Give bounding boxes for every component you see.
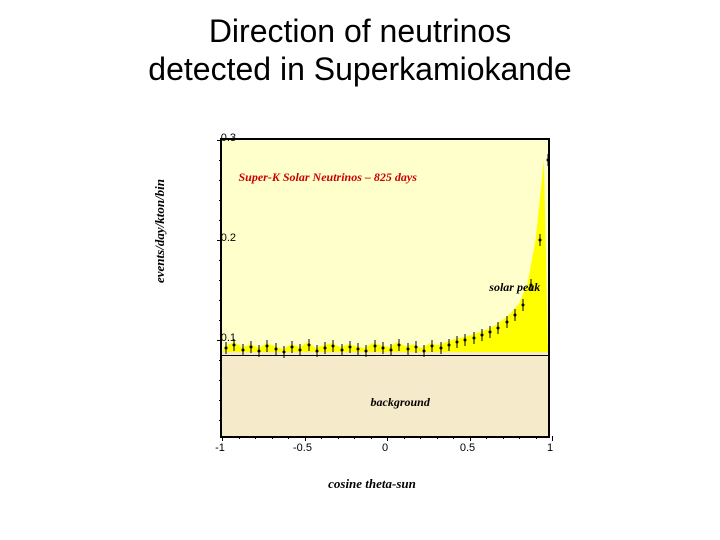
data-point xyxy=(324,347,327,350)
data-point xyxy=(406,348,409,351)
data-point xyxy=(513,314,516,317)
data-point xyxy=(266,345,269,348)
x-axis-label: cosine theta-sun xyxy=(328,476,416,492)
data-point xyxy=(291,346,294,349)
background-label: background xyxy=(371,395,430,410)
data-point xyxy=(447,344,450,347)
y-tick-label: 0.3 xyxy=(206,132,236,144)
data-point xyxy=(390,349,393,352)
title-line-2: detected in Superkamiokande xyxy=(148,51,571,87)
x-tick-label: 1 xyxy=(547,442,553,454)
data-point xyxy=(332,345,335,348)
chart-inner-title: Super-K Solar Neutrinos – 825 days xyxy=(239,170,417,185)
x-tick-label: -1 xyxy=(215,442,225,454)
x-tick-label: 0.5 xyxy=(460,442,475,454)
solar-peak-label: solar peak xyxy=(489,280,540,295)
data-point xyxy=(249,346,252,349)
data-point xyxy=(464,339,467,342)
data-point xyxy=(348,346,351,349)
neutrino-chart: events/day/kton/bin cosine theta-sun Sup… xyxy=(172,128,572,488)
data-point xyxy=(225,347,228,350)
title-line-1: Direction of neutrinos xyxy=(209,13,511,49)
x-tick-label: -0.5 xyxy=(293,442,312,454)
data-point xyxy=(522,304,525,307)
plot-area: Super-K Solar Neutrinos – 825 days solar… xyxy=(220,138,550,438)
x-tick-label: 0 xyxy=(382,442,388,454)
data-point xyxy=(505,321,508,324)
data-point xyxy=(315,350,318,353)
data-point xyxy=(546,159,549,162)
y-tick-label: 0.2 xyxy=(206,232,236,244)
data-point xyxy=(439,347,442,350)
y-axis-label: events/day/kton/bin xyxy=(152,179,168,283)
data-point xyxy=(480,334,483,337)
data-point xyxy=(414,346,417,349)
data-point xyxy=(472,337,475,340)
data-point xyxy=(258,350,261,353)
data-point xyxy=(274,348,277,351)
data-point xyxy=(423,350,426,353)
data-point xyxy=(398,344,401,347)
data-point xyxy=(365,350,368,353)
data-point xyxy=(431,345,434,348)
data-point xyxy=(299,349,302,352)
data-point xyxy=(489,331,492,334)
data-point xyxy=(456,341,459,344)
data-point xyxy=(340,349,343,352)
data-point xyxy=(381,347,384,350)
data-point xyxy=(307,344,310,347)
data-point xyxy=(357,348,360,351)
data-point xyxy=(497,327,500,330)
data-point xyxy=(282,351,285,354)
data-point xyxy=(373,345,376,348)
data-point xyxy=(538,239,541,242)
slide-title: Direction of neutrinos detected in Super… xyxy=(0,0,720,89)
y-tick-label: 0.1 xyxy=(206,332,236,344)
data-point xyxy=(241,349,244,352)
